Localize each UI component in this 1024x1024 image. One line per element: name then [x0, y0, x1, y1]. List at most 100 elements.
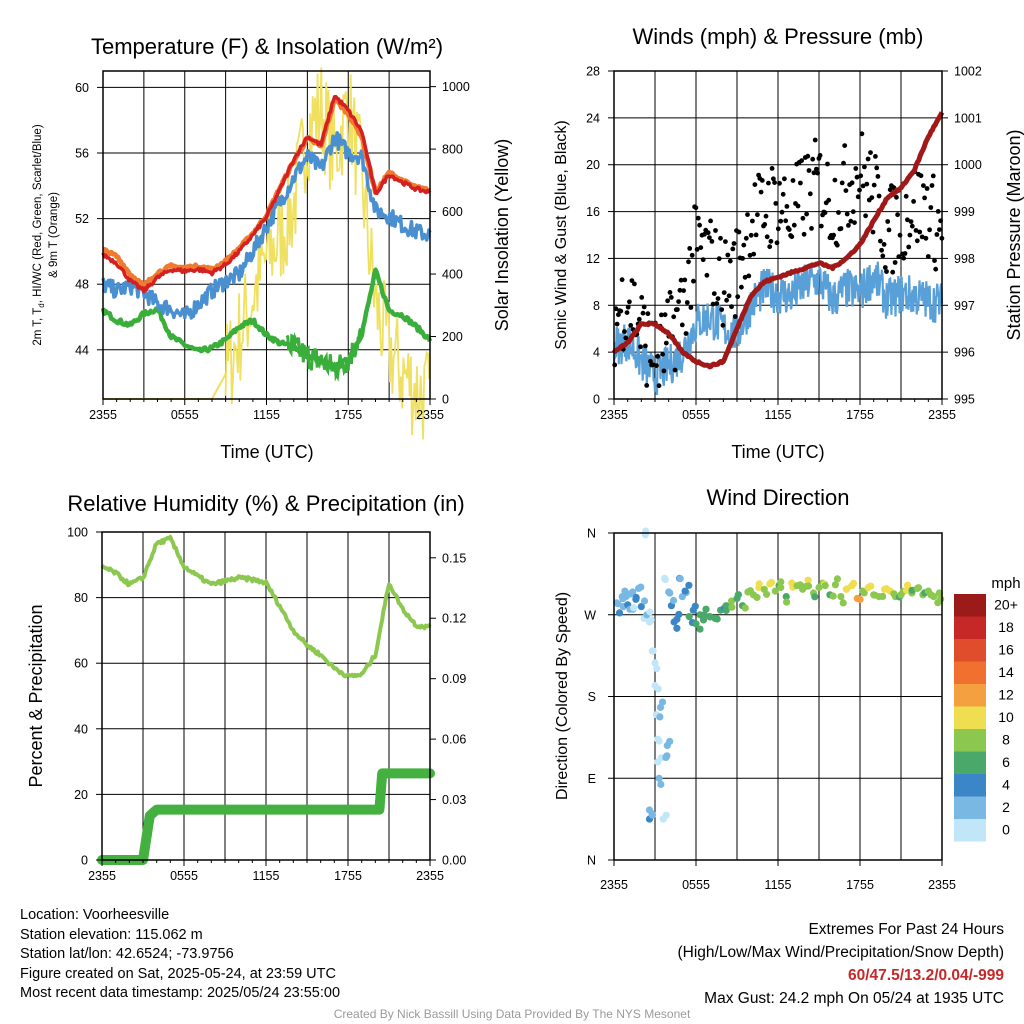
- gust-point: [689, 252, 695, 258]
- gust-point: [873, 154, 878, 159]
- gust-point: [858, 173, 864, 179]
- direction-point: [935, 589, 943, 597]
- gust-point: [769, 166, 775, 171]
- windchill-line: [101, 131, 432, 320]
- direction-point: [614, 600, 622, 608]
- gust-point: [918, 173, 924, 179]
- y2-tick-label: 600: [442, 205, 463, 219]
- gust-point: [684, 300, 690, 305]
- y2-tick-label: 1001: [954, 111, 982, 125]
- y-tick-label: 0: [593, 393, 600, 407]
- colorbar-swatch: [954, 796, 986, 819]
- gust-point: [660, 351, 666, 357]
- winds-y2label: Station Pressure (Maroon): [1004, 129, 1024, 340]
- direction-panel: Wind Direction 2355 0555 1155 1755 2355 N E S W N…: [554, 485, 1021, 892]
- y-tick-label: 40: [74, 722, 88, 736]
- direction-point: [629, 588, 637, 596]
- direction-point: [615, 609, 624, 617]
- gust-point: [619, 277, 625, 283]
- direction-point: [829, 592, 837, 600]
- direction-point: [632, 593, 640, 602]
- gust-point: [681, 288, 686, 293]
- colorbar-swatch: [954, 639, 986, 662]
- gust-point: [729, 304, 734, 310]
- y-tick-label: 44: [75, 343, 89, 357]
- y-tick-label: N: [587, 527, 596, 541]
- max-gust: Max Gust: 24.2 mph On 05/24 at 1935 UTC: [704, 990, 1004, 1007]
- gust-point: [671, 314, 677, 320]
- gust-point: [779, 209, 785, 215]
- direction-point: [904, 581, 912, 589]
- colorbar-label: 20+: [994, 597, 1018, 613]
- gust-point: [826, 197, 832, 203]
- colorbar-label: 0: [1002, 822, 1010, 838]
- temperature-ylabel-sub: d: [37, 303, 46, 307]
- y-tick-label: 0: [81, 854, 88, 868]
- gust-point: [764, 234, 770, 240]
- y2-tick-label: 0: [442, 393, 449, 407]
- direction-point: [655, 774, 663, 782]
- gust-point: [791, 222, 797, 228]
- y2-tick-label: 1000: [954, 158, 982, 172]
- x-tick-label: 1755: [334, 869, 362, 883]
- gust-point: [727, 258, 733, 264]
- gust-point: [698, 245, 704, 251]
- direction-point: [713, 615, 721, 623]
- gust-point: [859, 131, 865, 137]
- gust-point: [885, 219, 891, 224]
- gust-point: [902, 251, 908, 256]
- y-tick-label: 28: [586, 65, 600, 79]
- gust-point: [625, 304, 631, 310]
- gust-point: [783, 218, 789, 224]
- gust-point: [743, 235, 749, 241]
- y-tick-label: 100: [67, 526, 88, 540]
- figure-created: Figure created on Sat, 2025-05-24, at 23…: [20, 965, 336, 982]
- gust-point: [751, 251, 757, 257]
- y-tick-label: 80: [74, 591, 88, 605]
- temperature-ylabel-part-b: , HI/WC (Red, Green, Scarlet/Blue): [32, 124, 44, 303]
- gust-point: [815, 170, 820, 176]
- gust-point: [879, 247, 884, 253]
- gust-point: [709, 239, 715, 244]
- gust-point: [903, 193, 909, 199]
- gust-point: [928, 205, 934, 210]
- gust-point: [860, 183, 866, 189]
- gust-point: [678, 277, 684, 283]
- direction-point: [867, 582, 875, 590]
- x-tick-label: 2355: [89, 408, 117, 422]
- direction-ticks: 2355 0555 1155 1755 2355 N E S W N: [584, 527, 956, 893]
- y-tick-label: 16: [586, 205, 600, 219]
- y-tick-label: S: [588, 690, 596, 704]
- gust-point: [790, 178, 796, 183]
- gust-point: [740, 256, 745, 261]
- direction-ylabel: Direction (Colored By Speed): [554, 592, 571, 800]
- direction-point: [856, 595, 864, 604]
- station-elevation: Station elevation: 115.062 m: [20, 926, 203, 943]
- y2-tick-label: 0.03: [442, 793, 466, 807]
- gust-point: [693, 205, 699, 211]
- gust-point: [661, 368, 667, 374]
- y2-tick-label: 0.12: [442, 612, 466, 626]
- y2-tick-label: 0.09: [442, 672, 466, 686]
- x-tick-label: 2355: [600, 408, 628, 422]
- gust-point: [807, 191, 813, 197]
- gust-point: [922, 195, 927, 201]
- gust-point: [736, 229, 742, 235]
- direction-point: [663, 752, 671, 760]
- direction-point: [657, 780, 665, 789]
- gust-point: [659, 312, 664, 318]
- direction-point: [654, 685, 662, 693]
- direction-point: [637, 583, 645, 591]
- speed-colorbar: mph 20+ 18 16 14 12 10 8 6 4 2 0: [954, 575, 1021, 842]
- gust-point: [805, 153, 811, 159]
- y-tick-label: 24: [586, 111, 600, 125]
- gust-point: [721, 290, 727, 295]
- x-tick-label: 0555: [171, 408, 199, 422]
- gust-point: [906, 244, 912, 250]
- gust-point: [705, 230, 711, 236]
- y2-tick-label: 1002: [954, 65, 982, 79]
- gust-point: [846, 223, 851, 228]
- direction-point: [783, 598, 791, 606]
- direction-point: [691, 602, 699, 610]
